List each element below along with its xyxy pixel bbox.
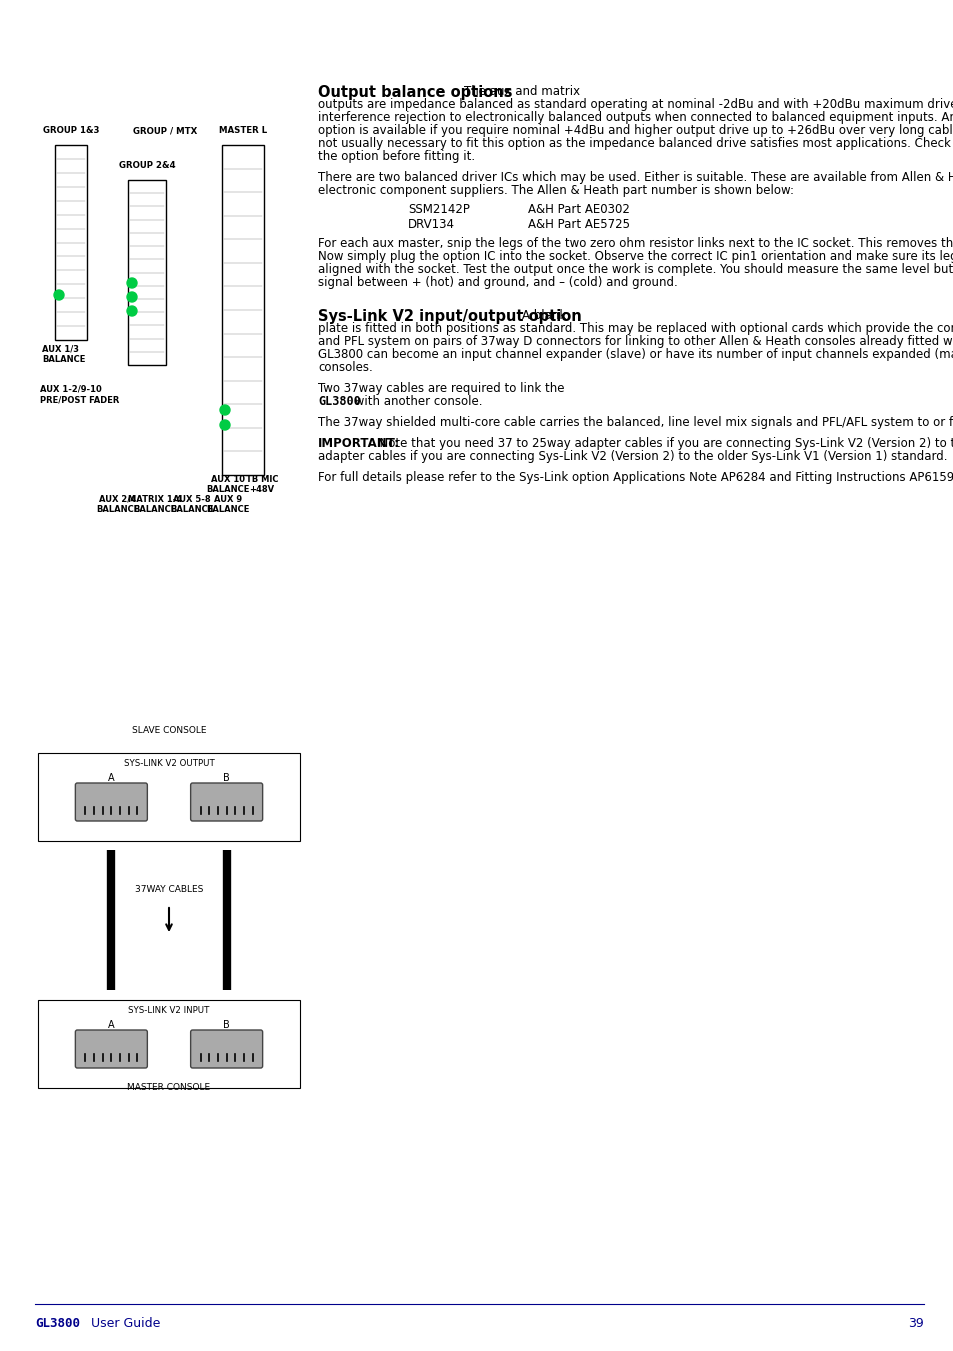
Circle shape <box>220 420 230 430</box>
Text: MATRIX 1-4
BALANCE: MATRIX 1-4 BALANCE <box>128 494 182 515</box>
Text: 39: 39 <box>907 1317 923 1329</box>
Text: SLAVE CONSOLE: SLAVE CONSOLE <box>132 725 206 735</box>
Bar <box>128 180 166 365</box>
Text: the option before fitting it.: the option before fitting it. <box>317 150 475 163</box>
Text: and PFL system on pairs of 37way D connectors for linking to other Allen & Heath: and PFL system on pairs of 37way D conne… <box>317 335 953 349</box>
Text: IMPORTANT:: IMPORTANT: <box>317 436 399 450</box>
Text: plate is fitted in both positions as standard. This may be replaced with optiona: plate is fitted in both positions as sta… <box>317 322 953 335</box>
Text: A: A <box>108 773 114 784</box>
Text: B: B <box>223 773 230 784</box>
Circle shape <box>127 278 137 288</box>
Text: AUX 5-8
BALANCE: AUX 5-8 BALANCE <box>171 494 213 515</box>
Text: AUX 1/3
BALANCE: AUX 1/3 BALANCE <box>42 345 85 365</box>
Circle shape <box>127 305 137 316</box>
Text: MASTER CONSOLE: MASTER CONSOLE <box>128 1084 211 1092</box>
Bar <box>38 1000 299 1088</box>
Text: A blank: A blank <box>521 309 566 322</box>
Text: 37WAY CABLES: 37WAY CABLES <box>134 885 203 894</box>
Bar <box>222 145 264 476</box>
Text: SYS-LINK V2 OUTPUT: SYS-LINK V2 OUTPUT <box>124 759 214 767</box>
Text: not usually necessary to fit this option as the impedance balanced drive satisfi: not usually necessary to fit this option… <box>317 136 953 150</box>
Text: A: A <box>108 1020 114 1029</box>
Text: SSM2142P: SSM2142P <box>408 203 470 216</box>
Text: DRV134: DRV134 <box>408 218 455 231</box>
Circle shape <box>54 290 64 300</box>
Circle shape <box>220 405 230 415</box>
Text: GROUP / MTX: GROUP / MTX <box>132 126 197 135</box>
Bar <box>38 753 299 842</box>
Text: A&H Part AE5725: A&H Part AE5725 <box>527 218 629 231</box>
Text: outputs are impedance balanced as standard operating at nominal -2dBu and with +: outputs are impedance balanced as standa… <box>317 99 953 111</box>
Text: GROUP 2&4: GROUP 2&4 <box>118 161 175 170</box>
Text: SYS-LINK V2 INPUT: SYS-LINK V2 INPUT <box>128 1006 210 1015</box>
Text: electronic component suppliers. The Allen & Heath part number is shown below:: electronic component suppliers. The Alle… <box>317 184 793 197</box>
Text: GROUP 1&3: GROUP 1&3 <box>43 126 99 135</box>
Text: GL3800 can become an input channel expander (slave) or have its number of input : GL3800 can become an input channel expan… <box>317 349 953 361</box>
Text: consoles.: consoles. <box>317 361 373 374</box>
Text: GL3800: GL3800 <box>35 1317 80 1329</box>
Bar <box>55 145 87 340</box>
Text: For each aux master, snip the legs of the two zero ohm resistor links next to th: For each aux master, snip the legs of th… <box>317 236 953 250</box>
Text: interference rejection to electronically balanced outputs when connected to bala: interference rejection to electronically… <box>317 111 953 124</box>
Text: For full details please refer to the Sys-Link option Applications Note AP6284 an: For full details please refer to the Sys… <box>317 471 953 484</box>
Text: Now simply plug the option IC into the socket. Observe the correct IC pin1 orien: Now simply plug the option IC into the s… <box>317 250 953 263</box>
Text: The 37way shielded multi-core cable carries the balanced, line level mix signals: The 37way shielded multi-core cable carr… <box>317 416 953 430</box>
Text: adapter cables if you are connecting Sys-Link V2 (Version 2) to the older Sys-Li: adapter cables if you are connecting Sys… <box>317 450 946 463</box>
FancyBboxPatch shape <box>75 1029 147 1069</box>
Text: signal between + (hot) and ground, and – (cold) and ground.: signal between + (hot) and ground, and –… <box>317 276 677 289</box>
Text: The aux and matrix: The aux and matrix <box>463 85 579 99</box>
Text: Two 37way cables are required to link the: Two 37way cables are required to link th… <box>317 382 564 394</box>
FancyBboxPatch shape <box>75 784 147 821</box>
Text: Note that you need 37 to 25way adapter cables if you are connecting Sys-Link V2 : Note that you need 37 to 25way adapter c… <box>372 436 953 450</box>
Text: with another console.: with another console. <box>351 394 482 408</box>
Text: AUX 2/4
BALANCE: AUX 2/4 BALANCE <box>96 494 139 515</box>
Text: A&H Part AE0302: A&H Part AE0302 <box>527 203 629 216</box>
Text: B: B <box>223 1020 230 1029</box>
Text: TB MIC
+48V: TB MIC +48V <box>246 476 278 494</box>
Text: Output balance options: Output balance options <box>317 85 512 100</box>
Text: User Guide: User Guide <box>87 1317 160 1329</box>
Text: AUX 1-2/9-10
PRE/POST FADER: AUX 1-2/9-10 PRE/POST FADER <box>40 385 119 404</box>
Text: GL3800: GL3800 <box>317 394 360 408</box>
Text: aligned with the socket. Test the output once the work is complete. You should m: aligned with the socket. Test the output… <box>317 263 953 276</box>
Circle shape <box>127 292 137 303</box>
Text: Sys-Link V2 input/output option: Sys-Link V2 input/output option <box>317 309 581 324</box>
FancyBboxPatch shape <box>191 784 262 821</box>
Text: option is available if you require nominal +4dBu and higher output drive up to +: option is available if you require nomin… <box>317 124 953 136</box>
Text: AUX 9
BALANCE: AUX 9 BALANCE <box>206 494 250 515</box>
FancyBboxPatch shape <box>191 1029 262 1069</box>
Text: AUX 10
BALANCE: AUX 10 BALANCE <box>206 476 250 494</box>
Text: There are two balanced driver ICs which may be used. Either is suitable. These a: There are two balanced driver ICs which … <box>317 172 953 184</box>
Text: MASTER L: MASTER L <box>218 126 267 135</box>
